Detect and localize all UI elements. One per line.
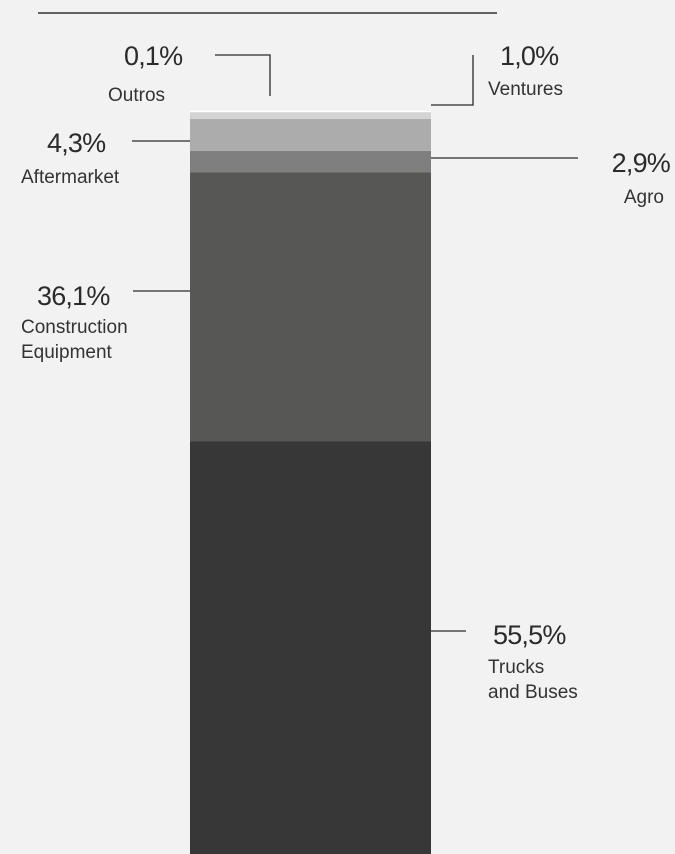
category-label-agro-line-1: Agro bbox=[624, 187, 664, 208]
value-label-ventures: 1,0% bbox=[500, 41, 559, 71]
bar-segments bbox=[190, 110, 431, 854]
value-label-agro: 2,9% bbox=[612, 148, 671, 178]
category-label-construction-line-1: Construction bbox=[21, 317, 128, 338]
category-label-ventures-line-1: Ventures bbox=[488, 79, 563, 100]
leader-line-outros bbox=[215, 54, 271, 96]
value-label-outros: 0,1% bbox=[124, 41, 183, 71]
value-label-aftermarket: 4,3% bbox=[47, 128, 106, 158]
category-label-trucks-line-2: and Buses bbox=[488, 682, 578, 703]
bar-segment-aftermarket bbox=[190, 118, 431, 151]
category-label-outros-line-1: Outros bbox=[108, 85, 165, 106]
category-label-trucks-line-1: Trucks bbox=[488, 657, 544, 678]
leader-line-ventures bbox=[431, 55, 474, 106]
category-label-aftermarket-line-1: Aftermarket bbox=[21, 167, 120, 188]
bar-segment-agro bbox=[190, 150, 431, 173]
bar-segment-ventures bbox=[190, 111, 431, 119]
bar-segment-outros bbox=[190, 110, 431, 113]
category-label-construction-line-2: Equipment bbox=[21, 342, 113, 363]
value-label-trucks: 55,5% bbox=[493, 620, 566, 650]
bar-segment-trucks bbox=[190, 441, 431, 854]
bar-segment-construction bbox=[190, 172, 431, 442]
data-labels: 55,5% Trucks and Buses 36,1% Construction Equ… bbox=[21, 41, 672, 703]
leader-lines bbox=[132, 54, 578, 632]
value-label-construction: 36,1% bbox=[37, 281, 110, 311]
